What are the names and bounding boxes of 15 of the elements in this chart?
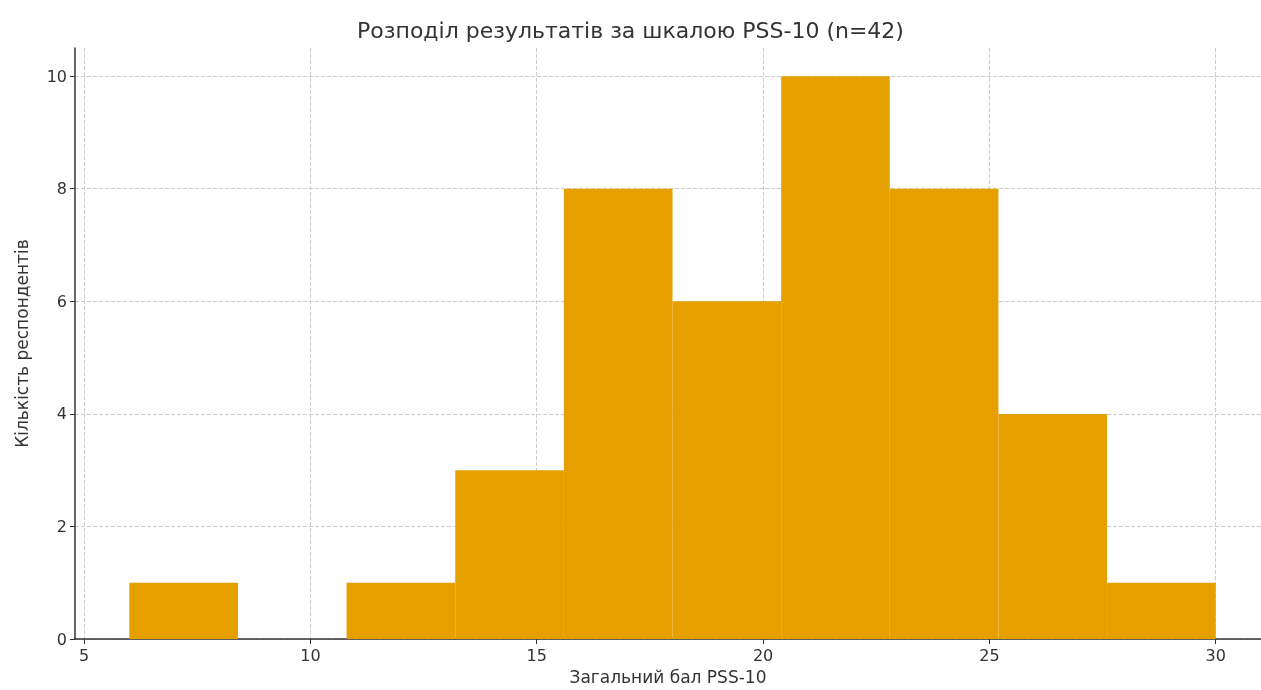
y-tick-label: 2	[56, 517, 67, 537]
y-tick-label: 8	[56, 179, 67, 199]
x-tick-label: 5	[78, 645, 90, 665]
x-axis-title: Загальний бал PSS-10	[569, 666, 767, 687]
y-tick-label: 10	[46, 66, 67, 86]
chart-title: Розподіл результатів за шкалою PSS-10 (n=42)	[357, 17, 904, 43]
y-tick-label: 4	[56, 404, 67, 424]
y-axis-title: Кількість респондентів	[11, 239, 32, 448]
x-tick-label: 25	[979, 645, 1000, 665]
x-tick-label: 10	[300, 645, 321, 665]
y-tick-label: 6	[56, 291, 67, 311]
x-tick-label: 30	[1205, 645, 1226, 665]
x-tick-label: 15	[526, 645, 547, 665]
y-tick-label: 0	[56, 629, 67, 649]
x-tick-label: 20	[752, 645, 774, 665]
